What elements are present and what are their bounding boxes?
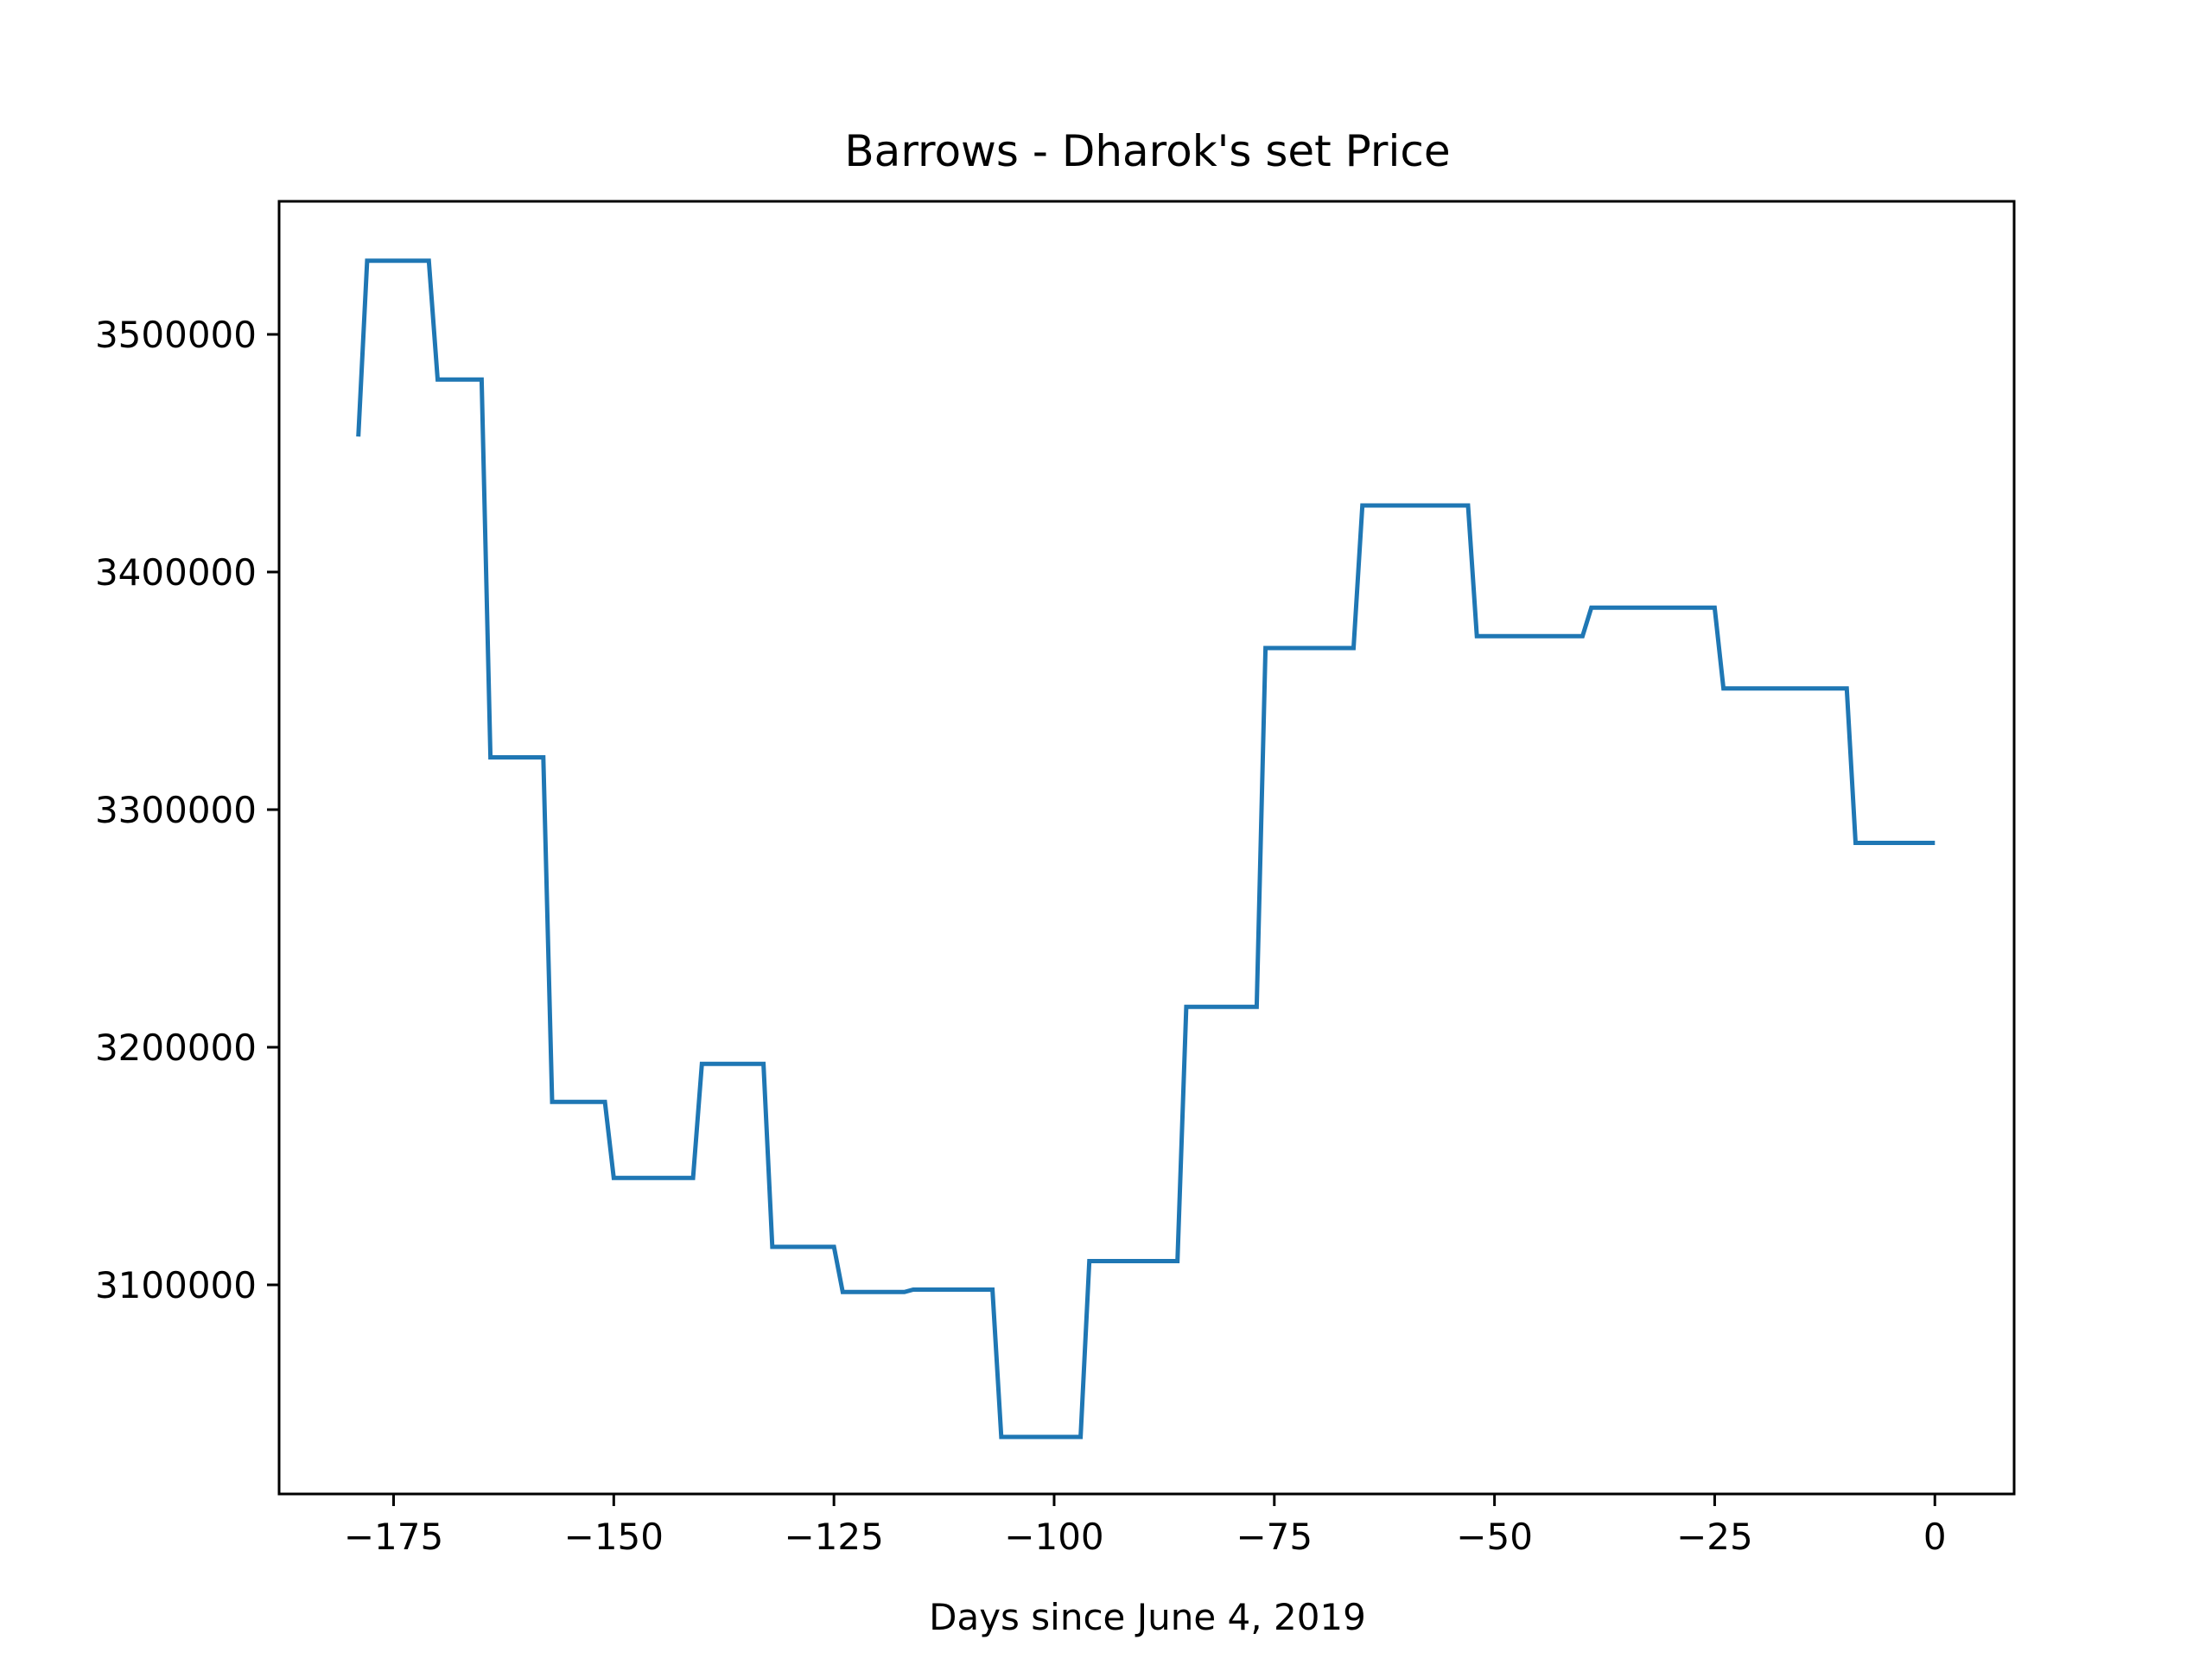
y-tick-label: 3500000 [95,314,257,356]
y-axis: 3100000 3200000 3300000 3400000 3500000 [95,314,279,1306]
y-tick-label: 3200000 [95,1027,257,1069]
x-tick-label: −125 [784,1516,883,1558]
y-tick-label: 3400000 [95,551,257,594]
x-axis: −175 −150 −125 −100 −75 −50 −25 0 [344,1494,1947,1558]
x-tick-label: −25 [1676,1516,1753,1558]
plot-frame [277,200,2016,1496]
x-tick-label: 0 [1923,1516,1947,1558]
x-tick-label: −150 [564,1516,664,1558]
y-tick-label: 3100000 [95,1264,257,1306]
x-tick-label: −100 [1004,1516,1103,1558]
x-axis-label: Days since June 4, 2019 [929,1596,1366,1638]
x-tick-label: −50 [1456,1516,1533,1558]
series-layer [356,258,1936,1440]
chart-title: Barrows - Dharok's set Price [844,126,1450,176]
x-tick-label: −75 [1236,1516,1313,1558]
series-line-0 [356,258,1936,1440]
y-tick-label: 3300000 [95,789,257,831]
x-tick-label: −175 [344,1516,443,1558]
